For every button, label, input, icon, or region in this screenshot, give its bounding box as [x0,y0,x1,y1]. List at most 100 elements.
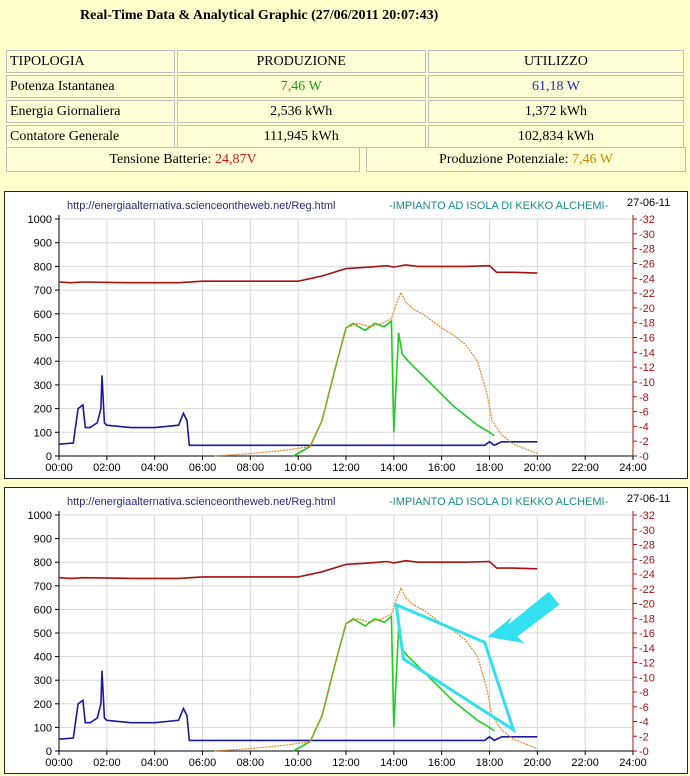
chart-url-label: http://energiaalternativa.scienceonthewe… [67,496,335,508]
x-tick-label: 20:00 [524,757,552,769]
left-tick-label: 400 [34,652,52,664]
x-tick-label: 24:00 [619,757,647,769]
table-row: Contatore Generale 111,945 kWh 102,834 k… [6,125,684,148]
left-tick-label: 100 [34,427,52,439]
series-red [58,264,538,284]
left-tick-label: 0 [46,746,52,758]
left-tick-label: 900 [34,534,52,546]
x-tick-label: 16:00 [428,462,456,474]
right-tick-label: -30 [639,525,655,537]
left-tick-label: 900 [34,238,52,250]
right-tick-label: -32 [639,510,655,522]
right-tick-label: -2 [639,436,649,448]
right-tick-label: -16 [639,333,655,345]
right-tick-label: -22 [639,584,655,596]
chart-url-label: http://energiaalternativa.scienceonthewe… [67,200,335,212]
table-row: Potenza Istantanea 7,46 W 61,18 W [6,75,684,98]
x-tick-label: 04:00 [141,462,169,474]
right-tick-label: -26 [639,258,655,270]
x-tick-label: 10:00 [284,462,312,474]
chart-panel-1: http://energiaalternativa.scienceonthewe… [4,191,688,479]
potential-production-value: 7,46 W [572,152,613,167]
series-blue [58,375,538,447]
right-tick-label: -24 [639,273,655,285]
series-red [58,559,538,580]
prod-value: 111,945 kWh [176,125,426,148]
right-tick-label: -10 [639,377,655,389]
x-tick-label: 06:00 [189,757,217,769]
left-tick-label: 100 [34,722,52,734]
prod-value: 7,46 W [176,75,426,98]
x-tick-label: 00:00 [45,757,73,769]
annotation-arrow [487,591,560,644]
left-tick-label: 800 [34,557,52,569]
row-label: Contatore Generale [6,125,175,148]
x-tick-label: 08:00 [237,462,265,474]
right-tick-label: -12 [639,658,655,670]
left-tick-label: 600 [34,309,52,321]
use-value: 102,834 kWh [427,125,684,148]
battery-voltage-label: Tensione Batterie: [109,152,215,167]
header-produzione: PRODUZIONE [176,50,426,73]
x-tick-label: 14:00 [380,462,408,474]
left-tick-label: 0 [46,451,52,463]
x-tick-label: 08:00 [237,757,265,769]
right-tick-label: -32 [639,214,655,226]
left-tick-label: 600 [34,604,52,616]
chart-plant-label: -IMPIANTO AD ISOLA DI KEKKO ALCHEMI- [389,496,609,508]
right-tick-label: -12 [639,362,655,374]
right-tick-label: -28 [639,244,655,256]
chart-date-label: 27-06-11 [627,493,670,505]
left-tick-label: 800 [34,261,52,273]
right-tick-label: -4 [639,717,649,729]
energy-chart-2: http://energiaalternativa.scienceonthewe… [28,493,671,769]
x-tick-label: 20:00 [524,462,552,474]
x-tick-label: 24:00 [619,462,647,474]
x-tick-label: 02:00 [93,757,121,769]
x-tick-label: 00:00 [45,462,73,474]
right-tick-label: -0 [639,746,649,758]
chart-panel-2: http://energiaalternativa.scienceonthewe… [4,487,688,774]
right-tick-label: -18 [639,613,655,625]
header-utilizzo: UTILIZZO [427,50,684,73]
right-tick-label: -22 [639,288,655,300]
right-tick-label: -8 [639,687,649,699]
right-tick-label: -14 [639,643,655,655]
prod-value: 2,536 kWh [176,100,426,123]
x-tick-label: 06:00 [189,462,217,474]
potential-production-box: Produzione Potenziale: 7,46 W [366,147,686,172]
left-tick-label: 200 [34,404,52,416]
x-tick-label: 18:00 [476,757,504,769]
table-header-row: TIPOLOGIA PRODUZIONE UTILIZZO [6,50,684,73]
x-tick-label: 12:00 [332,462,360,474]
series-orange [214,291,538,457]
energy-chart-1: http://energiaalternativa.scienceonthewe… [28,197,671,474]
table-row: Energia Giornaliera 2,536 kWh 1,372 kWh [6,100,684,123]
right-tick-label: -26 [639,554,655,566]
left-tick-label: 300 [34,675,52,687]
right-tick-label: -14 [639,347,655,359]
use-value: 61,18 W [427,75,684,98]
left-tick-label: 1000 [28,510,52,522]
x-tick-label: 22:00 [571,757,599,769]
potential-production-label: Produzione Potenziale: [439,152,572,167]
right-tick-label: -10 [639,672,655,684]
right-tick-label: -16 [639,628,655,640]
page-title: Real-Time Data & Analytical Graphic (27/… [80,8,439,23]
left-tick-label: 1000 [28,214,52,226]
right-tick-label: -0 [639,451,649,463]
left-tick-label: 300 [34,380,52,392]
chart-plant-label: -IMPIANTO AD ISOLA DI KEKKO ALCHEMI- [389,200,609,212]
right-tick-label: -20 [639,303,655,315]
right-tick-label: -6 [639,702,649,714]
use-value: 1,372 kWh [427,100,684,123]
header-tipologia: TIPOLOGIA [6,50,175,73]
left-tick-label: 200 [34,699,52,711]
right-tick-label: -20 [639,599,655,611]
annotation-outline [394,602,517,734]
x-tick-label: 22:00 [571,462,599,474]
left-tick-label: 700 [34,581,52,593]
right-tick-label: -2 [639,731,649,743]
right-tick-label: -18 [639,318,655,330]
row-label: Energia Giornaliera [6,100,175,123]
